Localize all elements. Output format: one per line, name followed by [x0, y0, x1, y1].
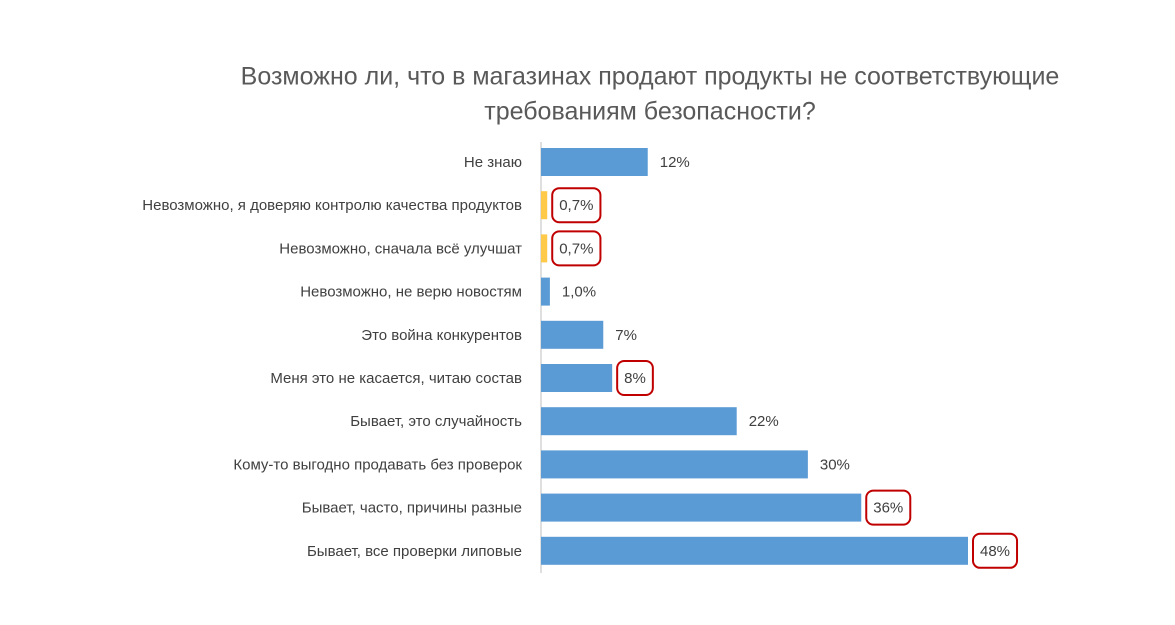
bar [541, 277, 550, 306]
bar [541, 493, 862, 522]
category-label: Меня это не касается, читаю состав [270, 370, 522, 387]
category-label: Невозможно, я доверяю контролю качества … [142, 197, 522, 214]
data-label: 7% [615, 327, 637, 344]
bar [541, 450, 808, 479]
bar [541, 234, 548, 263]
category-label: Бывает, это случайность [350, 413, 522, 430]
data-label: 0,7% [559, 240, 593, 257]
bar [541, 407, 737, 436]
category-label: Кому-то выгодно продавать без проверок [233, 456, 522, 473]
highlight-box [551, 230, 602, 267]
bar [541, 364, 613, 392]
category-label: Невозможно, сначала всё улучшат [279, 240, 522, 257]
highlight-box [551, 187, 602, 224]
category-label: Невозможно, не верю новостям [300, 284, 522, 301]
bar [541, 320, 604, 349]
chart-title: требованиям безопасности? [484, 98, 816, 126]
bar [541, 536, 968, 565]
data-label: 8% [624, 370, 646, 387]
data-label: 48% [980, 543, 1010, 560]
category-label: Бывает, часто, причины разные [302, 500, 522, 517]
data-label: 22% [749, 413, 779, 430]
category-label: Бывает, все проверки липовые [307, 543, 522, 560]
data-label: 0,7% [559, 197, 593, 214]
category-label: Не знаю [464, 154, 522, 171]
highlight-box [616, 360, 654, 396]
highlight-box [865, 489, 912, 526]
data-label: 12% [660, 154, 690, 171]
highlight-box [972, 532, 1019, 569]
data-label: 36% [873, 500, 903, 517]
bar [541, 191, 548, 220]
bar [541, 148, 648, 176]
chart-title: Возможно ли, что в магазинах продают про… [241, 63, 1060, 91]
data-label: 1,0% [562, 284, 596, 301]
data-label: 30% [820, 456, 850, 473]
category-label: Это война конкурентов [361, 327, 522, 344]
